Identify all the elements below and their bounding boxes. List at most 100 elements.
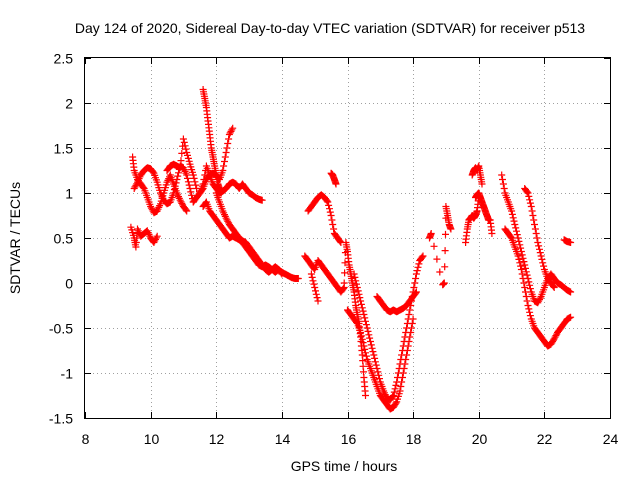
data-point [517,262,525,270]
data-point [367,341,375,349]
y-tick-label: -1.5 [49,411,73,427]
data-point [368,344,376,352]
data-point [178,199,186,207]
data-point [514,252,522,260]
data-point [536,245,543,253]
data-point [357,332,365,340]
data-point [171,182,179,190]
data-point [170,186,178,194]
data-point [520,279,528,287]
y-tick-label: 2 [65,96,73,112]
data-point [219,167,227,174]
data-point [353,318,360,326]
data-point [440,279,448,287]
data-point [403,320,411,327]
data-point [362,392,369,399]
data-point [350,270,358,278]
data-point [392,399,400,407]
data-point [531,225,539,233]
data-point [412,275,420,282]
data-point [508,207,516,215]
data-point [395,365,403,372]
data-point [176,164,184,172]
data-point [389,393,397,401]
data-point [353,284,361,291]
data-point [397,383,405,390]
data-point [478,180,486,188]
data-point [550,335,558,343]
data-point [340,279,348,287]
data-point [508,210,516,218]
data-point [371,354,379,362]
data-point [521,261,529,269]
data-point [358,335,366,343]
data-point [539,259,547,267]
data-point [174,172,182,180]
data-point [150,239,158,246]
grid-lines [85,58,610,418]
x-tick-label: 20 [472,431,488,447]
series-arc-b5 [212,189,302,282]
data-point [221,153,229,161]
data-point [512,224,520,232]
plot-frame [84,57,611,419]
x-tick-label: 10 [144,431,160,447]
data-point [355,290,363,298]
data-point [365,331,373,339]
data-point [308,273,316,281]
y-tick-label: -0.5 [49,321,73,337]
data-point [325,201,333,209]
data-point [410,284,418,291]
data-point [488,230,496,237]
data-point [525,192,533,200]
data-point [184,151,191,159]
data-point [552,332,560,340]
data-point [515,237,523,245]
data-point [528,207,536,215]
data-point [227,127,235,135]
data-point [500,185,508,192]
data-point [190,174,198,182]
data-point [567,239,575,246]
data-point [362,352,370,360]
data-point [518,251,526,259]
data-point [522,288,529,296]
data-point [139,183,147,191]
data-points [127,86,575,413]
data-point [357,329,365,336]
data-point [526,196,534,204]
x-axis-label: GPS time / hours [291,458,398,474]
data-point [328,216,336,224]
data-point [399,342,407,350]
data-point [189,171,197,179]
data-point [199,180,207,188]
y-tick-label: 1 [65,186,73,202]
data-point [307,270,315,278]
data-point [200,176,208,183]
data-point [366,334,374,342]
series-arc-e1 [426,214,450,289]
data-point [397,356,405,363]
data-point [152,235,159,243]
data-point [357,300,365,308]
data-point [531,221,538,228]
data-point [184,174,191,182]
series-arc-c2 [301,252,348,296]
data-point [370,351,378,359]
data-point [402,329,410,336]
data-point [195,190,203,198]
data-point [183,171,191,179]
data-point [341,259,349,267]
series-arc-g4 [560,236,575,246]
data-point [393,378,401,386]
data-point [499,180,507,188]
data-point [399,347,406,354]
data-point [415,260,423,268]
data-point [509,214,517,222]
data-point [182,145,190,153]
data-point [147,203,155,210]
data-point [537,252,545,260]
data-point [412,270,420,278]
y-tick-label: 0.5 [54,231,74,247]
